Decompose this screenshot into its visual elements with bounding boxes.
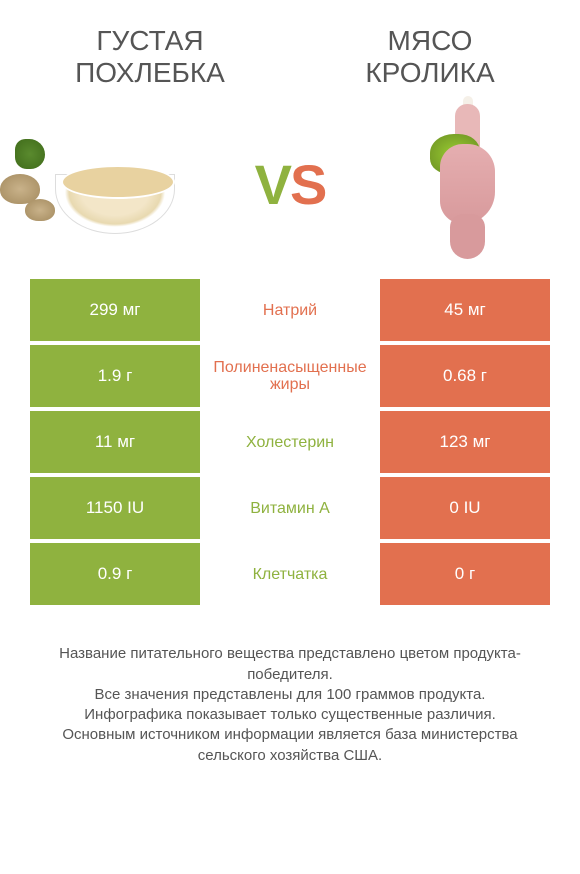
header: ГУСТАЯ ПОХЛЕБКА МЯСО КРОЛИКА [0, 0, 580, 99]
parsley-icon [15, 139, 45, 169]
rabbit-meat-icon [425, 104, 505, 264]
value-right: 0.68 г [380, 345, 550, 407]
value-left: 299 мг [30, 279, 200, 341]
value-left: 0.9 г [30, 543, 200, 605]
food-image-left [30, 114, 200, 254]
value-left: 1.9 г [30, 345, 200, 407]
value-left: 11 мг [30, 411, 200, 473]
footer-line: Основным источником информации является … [30, 725, 550, 766]
value-right: 0 г [380, 543, 550, 605]
title-left: ГУСТАЯ ПОХЛЕБКА [40, 25, 260, 89]
table-row: 11 мгХолестерин123 мг [30, 411, 550, 473]
comparison-table: 299 мгНатрий45 мг1.9 гПолиненасыщенные ж… [0, 279, 580, 605]
nutrient-label: Клетчатка [200, 543, 380, 605]
nutrient-label: Витамин A [200, 477, 380, 539]
value-right: 45 мг [380, 279, 550, 341]
nutrient-label: Холестерин [200, 411, 380, 473]
title-right: МЯСО КРОЛИКА [320, 25, 540, 89]
table-row: 1.9 гПолиненасыщенные жиры0.68 г [30, 345, 550, 407]
vs-s: S [290, 153, 325, 216]
clam-icon [25, 199, 55, 221]
vs-v: V [255, 153, 290, 216]
images-row: VS [0, 99, 580, 279]
nutrient-label: Полиненасыщенные жиры [200, 345, 380, 407]
vs-label: VS [255, 152, 326, 217]
nutrient-label: Натрий [200, 279, 380, 341]
footer-line: Название питательного вещества представл… [30, 644, 550, 685]
soup-bowl-icon [55, 174, 175, 234]
food-image-right [380, 114, 550, 254]
footer-line: Инфографика показывает только существенн… [30, 705, 550, 725]
value-right: 123 мг [380, 411, 550, 473]
footer-notes: Название питательного вещества представл… [0, 609, 580, 766]
footer-line: Все значения представлены для 100 граммо… [30, 685, 550, 705]
value-left: 1150 IU [30, 477, 200, 539]
table-row: 299 мгНатрий45 мг [30, 279, 550, 341]
table-row: 1150 IUВитамин A0 IU [30, 477, 550, 539]
table-row: 0.9 гКлетчатка0 г [30, 543, 550, 605]
value-right: 0 IU [380, 477, 550, 539]
